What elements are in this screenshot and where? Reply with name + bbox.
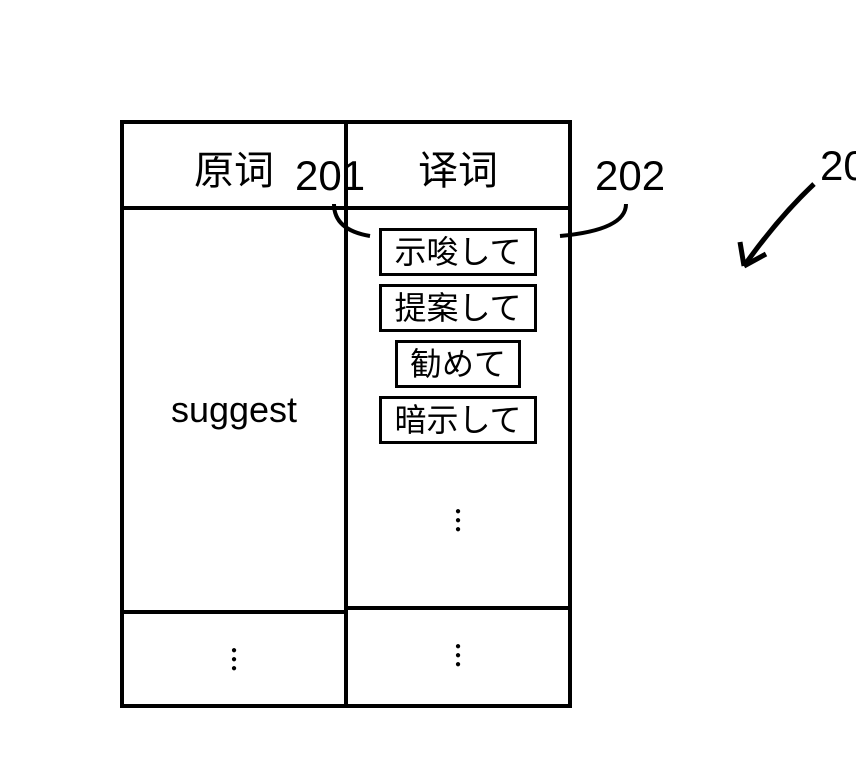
callout-202: 202 xyxy=(595,152,665,200)
translation-cell: 勧めて xyxy=(348,336,568,392)
vdots-icon: ●●● xyxy=(455,642,461,669)
source-column: 原词 suggest ●●● xyxy=(124,124,348,704)
callout-hook-202 xyxy=(550,200,630,240)
target-more-cell: ●●● xyxy=(348,610,568,700)
vdots-icon: ●●● xyxy=(231,646,237,673)
translations-container: 示唆して 提案して 勧めて 暗示して ●●● xyxy=(348,210,568,610)
callout-hook-201 xyxy=(330,200,390,240)
translation-box: 勧めて xyxy=(395,340,521,387)
vdots-icon: ●●● xyxy=(455,507,461,534)
callout-arrow-200 xyxy=(728,178,848,288)
target-header: 译词 xyxy=(348,124,568,210)
callout-201: 201 xyxy=(295,152,365,200)
translations-more-cell: ●●● xyxy=(348,448,568,592)
translation-cell: 暗示して xyxy=(348,392,568,448)
translation-box: 示唆して xyxy=(379,228,536,275)
source-word-cell: suggest xyxy=(124,210,344,614)
translation-cell: 提案して xyxy=(348,280,568,336)
translation-box: 暗示して xyxy=(379,396,536,443)
translation-table-diagram: 201 202 200 原词 suggest ●●● 译词 示唆して 提案して … xyxy=(120,120,572,708)
source-more-cell: ●●● xyxy=(124,614,344,704)
translation-box: 提案して xyxy=(379,284,536,331)
